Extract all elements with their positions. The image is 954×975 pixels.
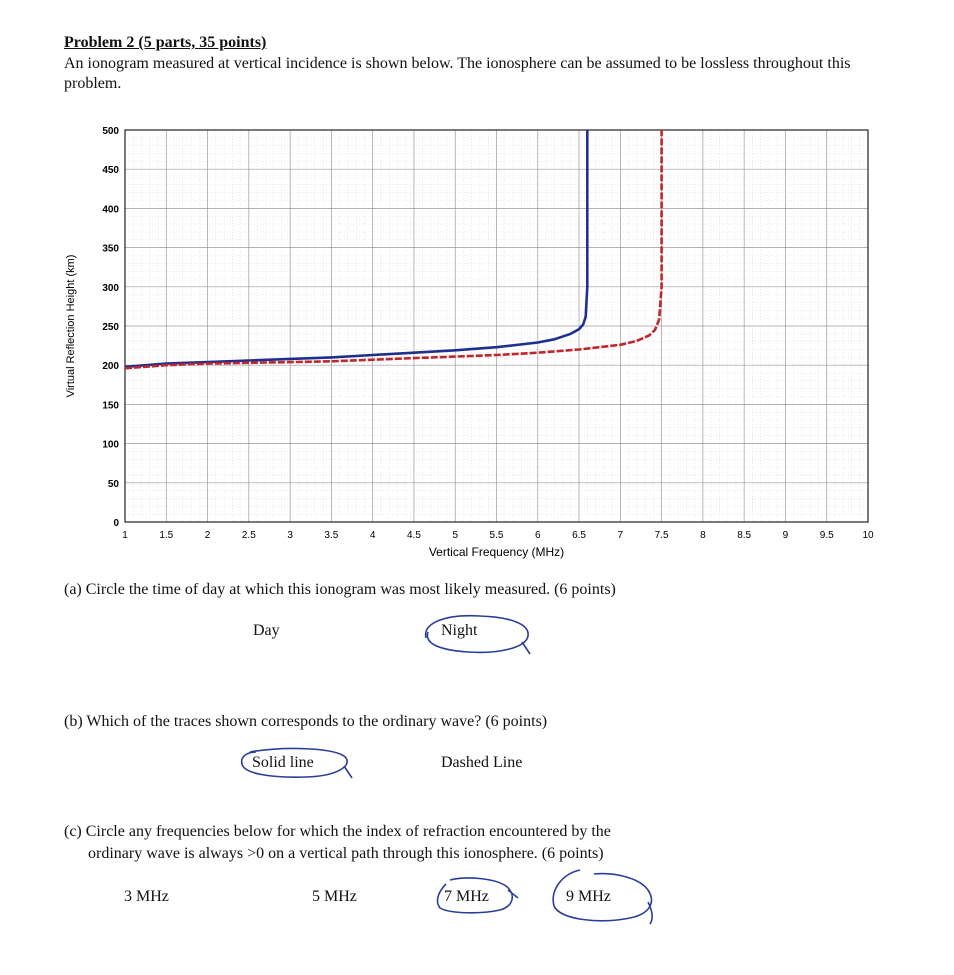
option-night[interactable]: Night [441, 622, 478, 639]
y-tick-label: 400 [102, 204, 119, 215]
x-tick-label: 8.5 [737, 530, 751, 541]
x-tick-label: 6.5 [572, 530, 586, 541]
circle-mark-7mhz [436, 877, 519, 914]
y-tick-labels: 0 50 100 150 200 250 300 350 400 450 500 [102, 126, 119, 529]
question-a: (a) Circle the time of day at which this… [64, 581, 616, 598]
x-tick-label: 5 [452, 530, 458, 541]
y-tick-label: 500 [102, 126, 119, 137]
solid-trace [124, 130, 589, 369]
y-tick-label: 200 [102, 361, 119, 372]
x-tick-label: 4 [370, 530, 376, 541]
circle-mark-solid-line [240, 747, 353, 779]
question-c-line1: (c) Circle any frequencies below for whi… [64, 823, 611, 840]
option-solid-line[interactable]: Solid line [252, 754, 314, 771]
x-tick-label: 7 [618, 530, 624, 541]
question-c-line2: ordinary wave is always >0 on a vertical… [88, 845, 604, 862]
circle-mark-night [424, 614, 531, 655]
x-tick-label: 1.5 [159, 530, 173, 541]
question-b: (b) Which of the traces shown correspond… [64, 713, 548, 730]
x-tick-labels: 1 1.5 2 2.5 3 3.5 4 4.5 5 5.5 6 6.5 7 7.5 8 8.5 9 9.5 10 [122, 530, 874, 541]
x-tick-label: 3.5 [324, 530, 338, 541]
problem-intro: An ionogram measured at vertical inciden… [64, 55, 851, 92]
x-tick-label: 9.5 [820, 530, 834, 541]
circle-mark-9mhz [552, 869, 653, 925]
y-tick-label: 450 [102, 165, 119, 176]
dashed-trace [124, 130, 663, 370]
y-axis-label: Virtual Reflection Height (km) [65, 255, 77, 398]
x-tick-label: 10 [862, 530, 874, 541]
ionogram-chart: 1 1.5 2 2.5 3 3.5 4 4.5 5 5.5 6 6.5 7 7.5 8 8.5 9 9.5 10 0… [65, 126, 874, 559]
problem-heading: Problem 2 (5 parts, 35 points) [64, 34, 267, 51]
x-tick-label: 2.5 [242, 530, 256, 541]
y-tick-label: 300 [102, 283, 119, 294]
x-tick-label: 5.5 [490, 530, 504, 541]
option-3mhz[interactable]: 3 MHz [124, 888, 169, 905]
y-tick-label: 50 [108, 479, 120, 490]
option-day[interactable]: Day [253, 622, 280, 639]
x-tick-label: 2 [205, 530, 211, 541]
x-tick-label: 7.5 [655, 530, 669, 541]
y-tick-label: 350 [102, 244, 119, 255]
x-tick-label: 3 [287, 530, 293, 541]
plot-frame [124, 129, 869, 523]
major-grid [124, 129, 869, 523]
y-tick-label: 150 [102, 400, 119, 411]
x-tick-label: 1 [122, 530, 128, 541]
x-tick-label: 4.5 [407, 530, 421, 541]
option-dashed-line[interactable]: Dashed Line [441, 754, 523, 771]
y-tick-label: 100 [102, 440, 119, 451]
option-9mhz[interactable]: 9 MHz [566, 888, 611, 905]
x-tick-label: 9 [783, 530, 789, 541]
x-tick-label: 6 [535, 530, 541, 541]
option-5mhz[interactable]: 5 MHz [312, 888, 357, 905]
y-tick-label: 0 [113, 518, 119, 529]
x-axis-label: Vertical Frequency (MHz) [429, 545, 564, 559]
data-series [124, 130, 663, 370]
option-7mhz[interactable]: 7 MHz [444, 888, 489, 905]
y-tick-label: 250 [102, 322, 119, 333]
x-tick-label: 8 [700, 530, 706, 541]
